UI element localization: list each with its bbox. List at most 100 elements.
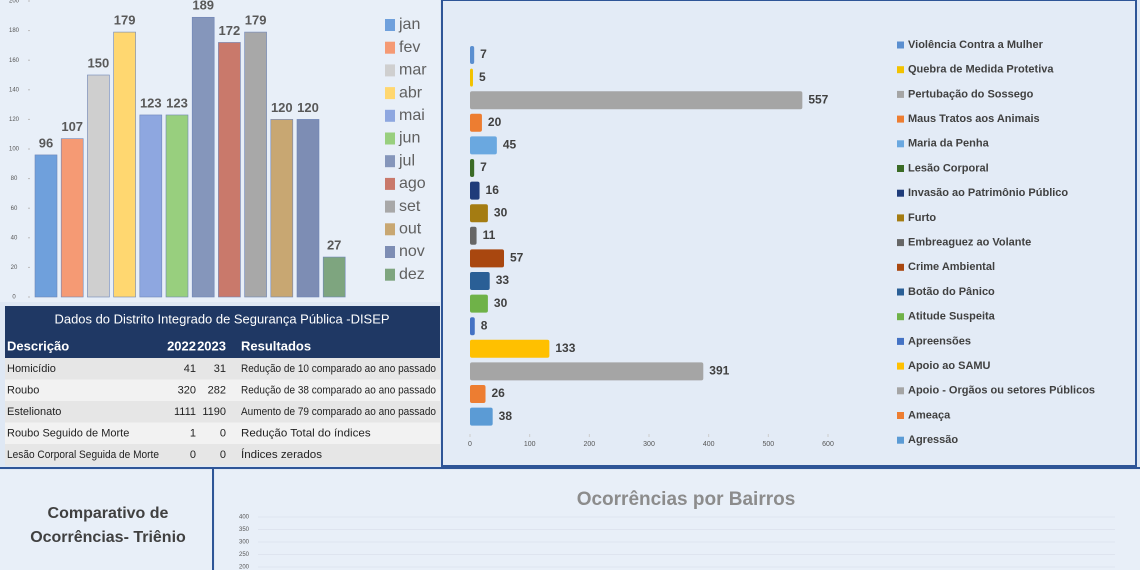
table-row: [5, 358, 440, 380]
legend-label: out: [399, 221, 422, 238]
value-label: 172: [219, 23, 241, 38]
legend-swatch: [897, 337, 904, 345]
bar: [87, 74, 110, 298]
table-cell: 1: [190, 427, 196, 439]
y-tick-label: 160: [9, 58, 20, 64]
table-cell: 31: [214, 363, 226, 375]
value-label: 133: [555, 341, 575, 355]
legend-label: set: [399, 198, 421, 215]
table-cell: 0: [220, 449, 226, 461]
legend-label: Apoio - Orgãos ou setores Públicos: [908, 385, 1095, 397]
x-tick-label: 300: [643, 441, 655, 448]
table-cell: 282: [208, 384, 226, 396]
table-header: 2023: [197, 338, 226, 353]
bar: [470, 294, 488, 313]
bar: [296, 119, 320, 298]
table-cell: Redução de 10 comparado ao ano passado: [241, 363, 436, 375]
table-row: [5, 401, 440, 423]
legend-label: Botão do Pânico: [908, 286, 995, 298]
table-cell: 1111: [174, 406, 196, 418]
bar: [34, 154, 58, 298]
value-label: 20: [488, 115, 502, 129]
x-tick-label: 100: [524, 441, 536, 448]
bar: [470, 226, 477, 245]
y-tick-label: 120: [9, 117, 20, 123]
legend-swatch: [897, 412, 904, 419]
legend-swatch: [897, 313, 904, 321]
table-title: Dados do Distrito Integrado de Segurança…: [55, 311, 390, 326]
x-tick-label: 0: [468, 441, 472, 448]
bar: [470, 159, 475, 177]
legend-swatch: [385, 109, 395, 122]
legend-label: Crime Ambiental: [908, 261, 995, 273]
value-label: 150: [88, 55, 110, 70]
bar: [470, 204, 488, 223]
panel: [441, 0, 1137, 467]
legend-label: Furto: [908, 212, 936, 224]
y-tick-label: 400: [239, 515, 250, 521]
legend-swatch: [897, 263, 904, 271]
y-tick-label: 80: [11, 176, 18, 182]
legend-swatch: [385, 19, 395, 31]
value-label: 16: [486, 183, 500, 197]
value-label: 7: [480, 47, 487, 61]
y-tick-label: 200: [9, 0, 20, 5]
legend-swatch: [897, 66, 904, 74]
legend-label: Agressão: [908, 434, 958, 446]
legend-swatch: [385, 223, 395, 236]
legend-label: jan: [398, 16, 420, 33]
table-cell: Homicídio: [7, 363, 56, 375]
x-tick-label: 400: [703, 441, 715, 448]
y-tick-label: 250: [239, 552, 250, 558]
legend-swatch: [897, 214, 904, 222]
legend-label: Maus Tratos aos Animais: [908, 113, 1040, 125]
bar: [470, 385, 486, 403]
value-label: 57: [510, 251, 524, 265]
legend-label: ago: [399, 175, 426, 192]
table-cell: 0: [220, 427, 226, 439]
legend-swatch: [897, 115, 904, 123]
bar: [470, 181, 480, 200]
legend-label: Quebra de Medida Protetiva: [908, 64, 1054, 76]
value-label: 120: [297, 100, 319, 115]
y-tick-label: 200: [239, 565, 250, 570]
bar: [470, 91, 803, 110]
value-label: 123: [166, 95, 188, 110]
legend-label: mar: [399, 62, 427, 79]
bar: [470, 317, 475, 336]
value-label: 391: [709, 364, 729, 378]
legend-swatch: [897, 41, 904, 49]
x-tick-label: 500: [762, 441, 774, 448]
value-label: 179: [245, 13, 267, 28]
bar: [244, 31, 267, 298]
bar: [470, 136, 497, 155]
legend-label: Violência Contra a Mulher: [908, 39, 1044, 51]
legend-swatch: [385, 64, 395, 77]
legend-swatch: [897, 387, 904, 395]
legend-label: Maria da Penha: [908, 138, 990, 150]
panel: [215, 470, 1140, 570]
y-tick-label: 300: [239, 540, 250, 546]
bar: [470, 68, 473, 87]
table-row: [5, 379, 440, 401]
legend-label: fev: [399, 39, 420, 56]
table-cell: 1190: [202, 406, 226, 418]
value-label: 96: [39, 135, 53, 150]
legend-swatch: [385, 132, 395, 145]
table-title-bg: [5, 306, 440, 358]
legend-swatch: [897, 189, 904, 197]
legend-label: nov: [399, 243, 425, 260]
legend-swatch: [897, 436, 904, 444]
table-row: [5, 444, 440, 466]
value-label: 189: [192, 0, 214, 13]
value-label: 5: [479, 70, 486, 84]
value-label: 179: [114, 13, 136, 28]
value-label: 33: [496, 273, 510, 287]
legend-swatch: [897, 165, 904, 172]
bar: [165, 114, 189, 298]
x-tick-label: 600: [822, 441, 834, 448]
bar: [470, 249, 505, 268]
legend-swatch: [385, 246, 395, 258]
y-tick-label: 140: [9, 87, 20, 93]
legend-label: Atitude Suspeita: [908, 311, 996, 323]
